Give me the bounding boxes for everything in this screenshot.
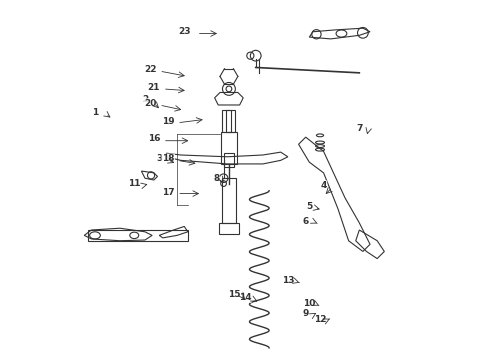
Text: 23: 23 xyxy=(178,27,191,36)
Text: 13: 13 xyxy=(282,275,294,284)
Bar xyxy=(88,230,188,241)
Text: 10: 10 xyxy=(303,299,316,308)
Text: 20: 20 xyxy=(144,99,156,108)
Bar xyxy=(223,153,234,167)
Text: 9: 9 xyxy=(302,310,309,319)
Text: 8: 8 xyxy=(213,174,220,183)
Text: 16: 16 xyxy=(147,134,160,143)
Bar xyxy=(222,111,235,132)
Text: 22: 22 xyxy=(144,65,157,74)
Text: 19: 19 xyxy=(162,117,174,126)
Bar xyxy=(221,132,237,164)
Text: 2: 2 xyxy=(142,95,148,104)
Text: 5: 5 xyxy=(306,202,313,211)
Text: 7: 7 xyxy=(356,124,363,133)
Text: 3: 3 xyxy=(156,154,162,163)
Bar xyxy=(219,223,239,234)
Bar xyxy=(222,178,236,223)
Text: 11: 11 xyxy=(128,179,141,188)
Text: 6: 6 xyxy=(303,217,309,226)
Text: 15: 15 xyxy=(228,290,241,299)
Text: 14: 14 xyxy=(239,293,251,302)
Text: 1: 1 xyxy=(92,108,98,117)
Text: 18: 18 xyxy=(162,154,174,163)
Text: 17: 17 xyxy=(162,188,174,197)
Text: 21: 21 xyxy=(147,83,160,92)
Text: 12: 12 xyxy=(314,315,326,324)
Text: 4: 4 xyxy=(320,181,327,190)
Bar xyxy=(226,111,231,132)
